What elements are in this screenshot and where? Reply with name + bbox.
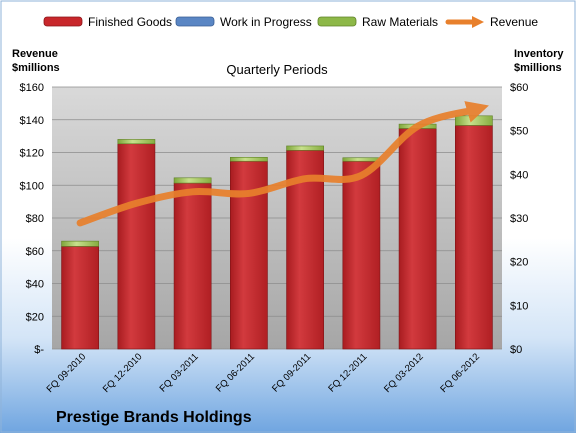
bar-finished-goods bbox=[399, 128, 436, 349]
right-axis-title-line2: $millions bbox=[514, 62, 562, 74]
company-title: Prestige Brands Holdings bbox=[56, 409, 252, 426]
right-tick-label: $30 bbox=[510, 213, 528, 225]
bar-raw-materials bbox=[287, 146, 324, 150]
chart-title: Quarterly Periods bbox=[226, 62, 328, 77]
bar-finished-goods bbox=[118, 144, 155, 349]
bar-raw-materials bbox=[62, 241, 99, 246]
bar-raw-materials bbox=[174, 178, 211, 183]
legend-label-raw-materials: Raw Materials bbox=[362, 15, 438, 29]
left-tick-label: $20 bbox=[26, 311, 44, 323]
bar-raw-materials bbox=[118, 139, 155, 143]
left-tick-label: $100 bbox=[20, 180, 44, 192]
bar-raw-materials bbox=[343, 158, 380, 161]
bar-raw-materials bbox=[230, 157, 267, 161]
bar-finished-goods bbox=[174, 183, 211, 349]
left-tick-label: $60 bbox=[26, 246, 44, 258]
legend-swatch-finished-goods bbox=[44, 17, 82, 26]
left-tick-label: $80 bbox=[26, 213, 44, 225]
bar-finished-goods bbox=[343, 161, 380, 349]
left-tick-label: $40 bbox=[26, 279, 44, 291]
bar-raw-materials bbox=[455, 116, 492, 126]
left-tick-label: $- bbox=[34, 344, 44, 356]
bar-finished-goods bbox=[62, 246, 99, 349]
legend-label-finished-goods: Finished Goods bbox=[88, 15, 172, 29]
left-tick-label: $140 bbox=[20, 115, 44, 127]
right-tick-label: $10 bbox=[510, 300, 528, 312]
right-tick-label: $50 bbox=[510, 126, 528, 138]
left-axis-title-line1: Revenue bbox=[12, 48, 58, 60]
left-tick-label: $160 bbox=[20, 82, 44, 94]
right-tick-label: $40 bbox=[510, 169, 528, 181]
left-tick-label: $120 bbox=[20, 148, 44, 160]
right-tick-label: $0 bbox=[510, 344, 522, 356]
legend-swatch-work-in-progress bbox=[176, 17, 214, 26]
legend-swatch-raw-materials bbox=[318, 17, 356, 26]
bar-finished-goods bbox=[455, 125, 492, 349]
legend-label-revenue: Revenue bbox=[490, 15, 538, 29]
right-axis-title-line1: Inventory bbox=[514, 48, 564, 60]
legend-label-work-in-progress: Work in Progress bbox=[220, 15, 312, 29]
left-axis-title-line2: $millions bbox=[12, 62, 60, 74]
right-tick-label: $20 bbox=[510, 257, 528, 269]
right-tick-label: $60 bbox=[510, 82, 528, 94]
